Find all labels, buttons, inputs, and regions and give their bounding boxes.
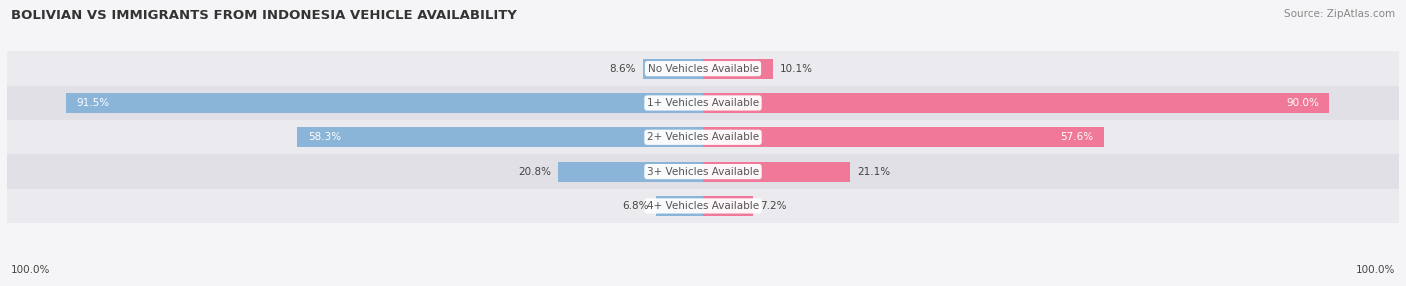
Bar: [7, 51, 1399, 86]
Text: 100.0%: 100.0%: [11, 265, 51, 275]
Text: 4+ Vehicles Available: 4+ Vehicles Available: [647, 201, 759, 211]
Text: 1+ Vehicles Available: 1+ Vehicles Available: [647, 98, 759, 108]
Text: 8.6%: 8.6%: [610, 64, 636, 74]
Bar: [558, 162, 703, 182]
Bar: [655, 196, 703, 216]
Text: 6.8%: 6.8%: [623, 201, 648, 211]
Bar: [297, 127, 703, 147]
Bar: [7, 120, 1399, 154]
Text: 57.6%: 57.6%: [1060, 132, 1094, 142]
Bar: [703, 127, 1104, 147]
Text: 90.0%: 90.0%: [1286, 98, 1319, 108]
Bar: [7, 189, 1399, 223]
Text: 2+ Vehicles Available: 2+ Vehicles Available: [647, 132, 759, 142]
Text: 10.1%: 10.1%: [780, 64, 813, 74]
Bar: [7, 86, 1399, 120]
Text: 58.3%: 58.3%: [308, 132, 340, 142]
Bar: [703, 59, 773, 79]
Text: Source: ZipAtlas.com: Source: ZipAtlas.com: [1284, 9, 1395, 19]
Bar: [703, 162, 849, 182]
Bar: [703, 93, 1330, 113]
Text: 20.8%: 20.8%: [519, 167, 551, 176]
Text: 91.5%: 91.5%: [76, 98, 110, 108]
Text: No Vehicles Available: No Vehicles Available: [648, 64, 758, 74]
Text: 100.0%: 100.0%: [1355, 265, 1395, 275]
Bar: [643, 59, 703, 79]
Text: 21.1%: 21.1%: [856, 167, 890, 176]
Text: BOLIVIAN VS IMMIGRANTS FROM INDONESIA VEHICLE AVAILABILITY: BOLIVIAN VS IMMIGRANTS FROM INDONESIA VE…: [11, 9, 517, 21]
Bar: [7, 154, 1399, 189]
Text: 3+ Vehicles Available: 3+ Vehicles Available: [647, 167, 759, 176]
Bar: [66, 93, 703, 113]
Bar: [703, 196, 754, 216]
Text: 7.2%: 7.2%: [761, 201, 786, 211]
